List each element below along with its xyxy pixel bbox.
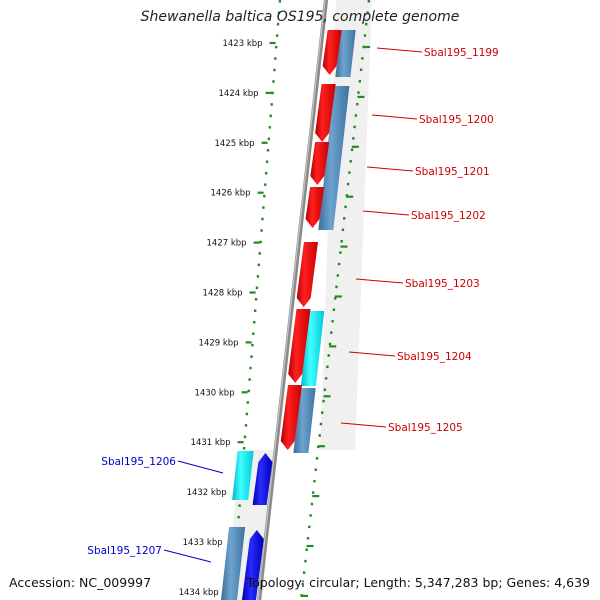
label-leader-line <box>371 114 418 120</box>
tick-label: 1425 kbp <box>215 139 255 149</box>
forward-gene-label: Sbal195_1202 <box>411 210 486 222</box>
forward-cds-feature <box>305 187 325 228</box>
reverse-gene-label: Sbal195_1207 <box>87 545 162 557</box>
tick-label: 1423 kbp <box>222 39 262 49</box>
tick-label: 1428 kbp <box>203 289 243 299</box>
forward-cds-feature <box>322 30 342 75</box>
tick-label: 1429 kbp <box>199 338 239 348</box>
tick-label: 1430 kbp <box>195 388 235 398</box>
tick-guide-inner <box>230 0 282 600</box>
forward-gene-label: Sbal195_1199 <box>424 47 499 59</box>
reverse-gene-feature <box>300 311 325 386</box>
label-leader-line <box>355 278 404 284</box>
topology-summary: Topology: circular; Length: 5,347,283 bp… <box>246 575 590 590</box>
genome-backbone-highlight <box>257 0 326 600</box>
forward-cds-feature <box>280 385 302 450</box>
forward-cds-feature <box>310 142 330 185</box>
tick-label: 1434 kbp <box>179 588 219 598</box>
tick-label: 1433 kbp <box>183 538 223 548</box>
tick-label: 1431 kbp <box>191 438 231 448</box>
forward-cds-feature <box>296 242 318 307</box>
genome-backbone <box>256 0 329 600</box>
label-leader-line <box>376 47 423 53</box>
forward-gene-label: Sbal195_1201 <box>415 166 490 178</box>
label-leader-line <box>362 210 410 216</box>
forward-gene-feature <box>318 86 350 230</box>
label-leader-line <box>177 460 224 474</box>
map-title: Shewanella baltica OS195, complete genom… <box>140 9 460 25</box>
label-leader-line <box>366 166 414 172</box>
tick-label: 1432 kbp <box>187 488 227 498</box>
accession-text: Accession: NC_009997 <box>9 575 152 590</box>
reverse-gene-label: Sbal195_1206 <box>101 456 176 468</box>
label-leader-line <box>340 422 387 428</box>
tick-label: 1424 kbp <box>219 89 259 99</box>
tick-label: 1427 kbp <box>207 239 247 249</box>
forward-cds-feature <box>288 309 311 383</box>
reverse-cds-feature <box>252 453 273 505</box>
forward-gene-label: Sbal195_1200 <box>419 114 494 126</box>
label-leader-line <box>348 351 396 357</box>
forward-gene-feature <box>335 30 356 77</box>
forward-cds-feature <box>315 84 336 142</box>
forward-gene-label: Sbal195_1205 <box>388 422 463 434</box>
label-leader-line <box>163 549 212 563</box>
tick-label: 1426 kbp <box>211 189 251 199</box>
reverse-gene-feature <box>232 451 254 500</box>
forward-gene-feature <box>220 527 246 600</box>
forward-gene-label: Sbal195_1204 <box>397 351 472 363</box>
reverse-cds-feature <box>241 530 264 600</box>
forward-gene-label: Sbal195_1203 <box>405 278 480 290</box>
